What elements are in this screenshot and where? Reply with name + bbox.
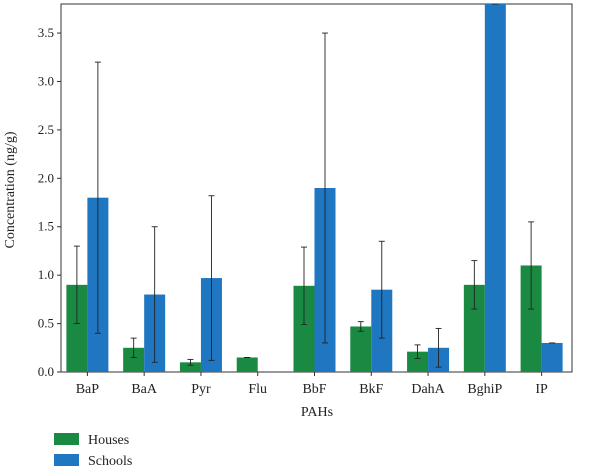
bar-houses-daha bbox=[407, 351, 429, 372]
error-bar-schools-bkf bbox=[378, 240, 385, 339]
x-tick-label: BaA bbox=[131, 382, 158, 397]
error-bar-schools-daha bbox=[435, 327, 442, 368]
error-bars bbox=[73, 3, 556, 368]
x-tick-label: BbF bbox=[302, 382, 326, 397]
x-axis: BaP BaA Pyr Flu BbF BkF DahA BghiP IP bbox=[76, 372, 548, 397]
legend-label-schools: Schools bbox=[88, 454, 132, 469]
error-bar-houses-daha bbox=[414, 344, 421, 359]
error-bar-houses-bghip bbox=[471, 260, 478, 310]
y-tick-label: 2.0 bbox=[38, 170, 54, 185]
bar-houses-ip bbox=[520, 265, 542, 372]
bar-houses-baa bbox=[123, 347, 145, 372]
error-bar-schools-baa bbox=[151, 226, 158, 363]
bar-houses-pyr bbox=[179, 362, 201, 372]
y-tick-label: 1.0 bbox=[38, 267, 54, 282]
x-tick-label: IP bbox=[535, 382, 548, 397]
y-tick-label: 0.5 bbox=[38, 316, 54, 331]
error-bar-schools-pyr bbox=[208, 195, 215, 361]
bar-houses-bkf bbox=[350, 326, 372, 372]
x-axis-title: PAHs bbox=[301, 405, 333, 420]
y-tick-label: 3.0 bbox=[38, 73, 54, 88]
error-bar-houses-pyr bbox=[187, 358, 194, 366]
legend-swatch-houses bbox=[54, 433, 79, 445]
legend-label-houses: Houses bbox=[88, 433, 129, 448]
y-tick-label: 3.5 bbox=[38, 25, 54, 40]
bar-houses-flu bbox=[236, 357, 258, 372]
error-bar-houses-ip bbox=[528, 221, 535, 310]
error-bar-houses-bbf bbox=[301, 246, 307, 325]
y-tick-label: 1.5 bbox=[38, 219, 54, 234]
error-bar-schools-bbf bbox=[322, 32, 328, 344]
y-axis-title: Concentration (ng/g) bbox=[3, 131, 18, 248]
legend-swatch-schools bbox=[54, 454, 79, 466]
legend: Houses Schools bbox=[54, 433, 132, 469]
bars bbox=[66, 4, 563, 372]
x-tick-label: BaP bbox=[76, 382, 100, 397]
error-bar-houses-bkf bbox=[357, 321, 364, 332]
y-tick-label: 0.0 bbox=[38, 364, 54, 379]
bar-schools-bghip bbox=[484, 4, 506, 372]
error-bar-schools-bap bbox=[94, 61, 101, 334]
bar-houses-bap bbox=[66, 284, 88, 372]
y-axis: 0.0 0.5 1.0 1.5 2.0 2.5 3.0 3.5 bbox=[38, 25, 61, 379]
error-bar-houses-baa bbox=[130, 337, 137, 358]
x-tick-label: Flu bbox=[248, 382, 267, 397]
bar-houses-bghip bbox=[463, 284, 485, 372]
bar-houses-bbf bbox=[293, 285, 315, 372]
x-tick-label: DahA bbox=[411, 382, 445, 397]
bar-schools-ip bbox=[541, 342, 563, 372]
x-tick-label: BghiP bbox=[467, 382, 502, 397]
x-tick-label: Pyr bbox=[191, 382, 211, 397]
x-tick-label: BkF bbox=[359, 382, 383, 397]
y-tick-label: 2.5 bbox=[38, 122, 54, 137]
error-bar-houses-bap bbox=[73, 245, 80, 325]
